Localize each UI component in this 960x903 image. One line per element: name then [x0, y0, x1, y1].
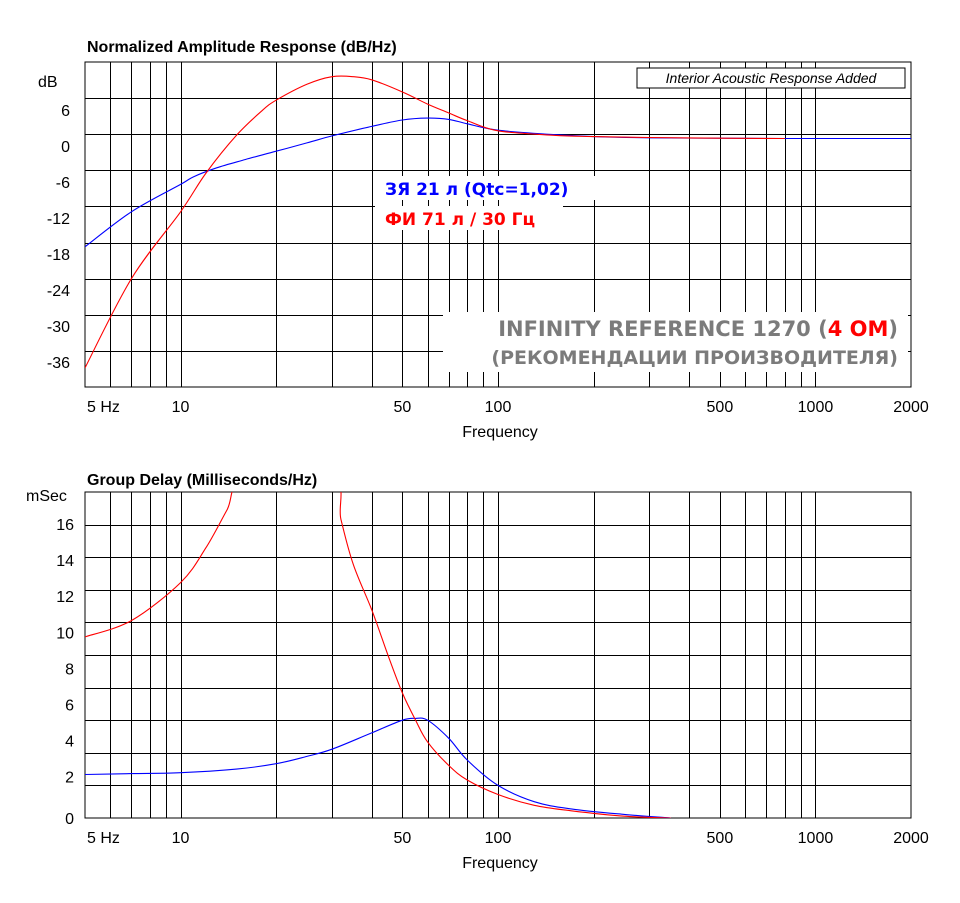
y-tick-label: 6 [65, 698, 74, 715]
series-group [85, 75, 911, 369]
legend-bg-red [375, 206, 563, 230]
y-tick-label: -18 [47, 247, 70, 264]
brand-close-paren: ) [888, 317, 898, 341]
legend-red-label: ФИ 71 л / 30 Гц [385, 210, 535, 230]
y-tick-label: 6 [61, 103, 70, 120]
group-delay-chart: Group Delay (Milliseconds/Hz) mSec 5 Hz 1… [26, 472, 929, 872]
chart-title: Group Delay (Milliseconds/Hz) [87, 472, 317, 489]
y-tick-label: 0 [65, 811, 74, 828]
annotation-text: Interior Acoustic Response Added [666, 70, 878, 86]
y-tick-labels: 16 14 12 10 8 6 4 2 0 [56, 517, 74, 828]
x-tick-label: 10 [172, 399, 190, 416]
x-tick-label: 500 [707, 399, 734, 416]
y-axis-unit: dB [38, 74, 58, 91]
y-tick-label: -6 [56, 175, 70, 192]
x-tick-labels: 5 Hz 10 50 100 500 1000 2000 [87, 399, 929, 416]
legend-bg-blue [375, 176, 597, 200]
x-tick-label: 2000 [893, 399, 929, 416]
brand-name: INFINITY REFERENCE 1270 ( [498, 317, 828, 341]
x-tick-label: 1000 [798, 399, 834, 416]
x-tick-label: 2000 [893, 830, 929, 847]
brand-line-1: INFINITY REFERENCE 1270 (4 ОМ) [498, 317, 898, 341]
chart-title: Normalized Amplitude Response (dB/Hz) [87, 39, 397, 56]
y-tick-label: 2 [65, 770, 74, 787]
series-line-red [85, 75, 785, 369]
y-tick-label: -24 [47, 283, 70, 300]
x-tick-label: 1000 [798, 830, 834, 847]
x-tick-label: 5 Hz [87, 399, 120, 416]
x-axis-label: Frequency [462, 424, 538, 441]
y-tick-label: 0 [61, 139, 70, 156]
x-axis-label: Frequency [462, 855, 538, 872]
y-tick-label: 10 [56, 625, 74, 642]
y-tick-label: 4 [65, 734, 74, 751]
series-line-blue [85, 717, 671, 818]
x-tick-label: 50 [394, 830, 412, 847]
y-tick-label: -36 [47, 355, 70, 372]
x-tick-labels: 5 Hz 10 50 100 500 1000 2000 [87, 830, 929, 847]
grid [84, 491, 912, 819]
y-tick-label: -12 [47, 211, 70, 228]
y-tick-label: 14 [56, 553, 74, 570]
brand-bg [443, 312, 908, 372]
y-axis-unit: mSec [26, 488, 67, 505]
series-group [85, 492, 671, 818]
x-tick-label: 100 [485, 399, 512, 416]
x-tick-label: 5 Hz [87, 830, 120, 847]
x-tick-label: 500 [707, 830, 734, 847]
y-tick-label: 8 [65, 661, 74, 678]
series-line-red [85, 492, 671, 818]
amplitude-response-chart: Normalized Amplitude Response (dB/Hz) dB… [38, 39, 929, 441]
annotation-box: Interior Acoustic Response Added [636, 67, 906, 89]
y-tick-label: -30 [47, 319, 70, 336]
x-tick-label: 50 [394, 399, 412, 416]
legend-blue-label: ЗЯ 21 л (Qtc=1,02) [385, 180, 568, 200]
y-tick-labels: 6 0 -6 -12 -18 -24 -30 -36 [47, 103, 70, 372]
x-tick-label: 10 [172, 830, 190, 847]
brand-impedance: 4 ОМ [828, 317, 889, 341]
y-tick-label: 12 [56, 589, 74, 606]
x-tick-label: 100 [485, 830, 512, 847]
brand-line-2: (РЕКОМЕНДАЦИИ ПРОИЗВОДИТЕЛЯ) [491, 347, 898, 369]
y-tick-label: 16 [56, 517, 74, 534]
